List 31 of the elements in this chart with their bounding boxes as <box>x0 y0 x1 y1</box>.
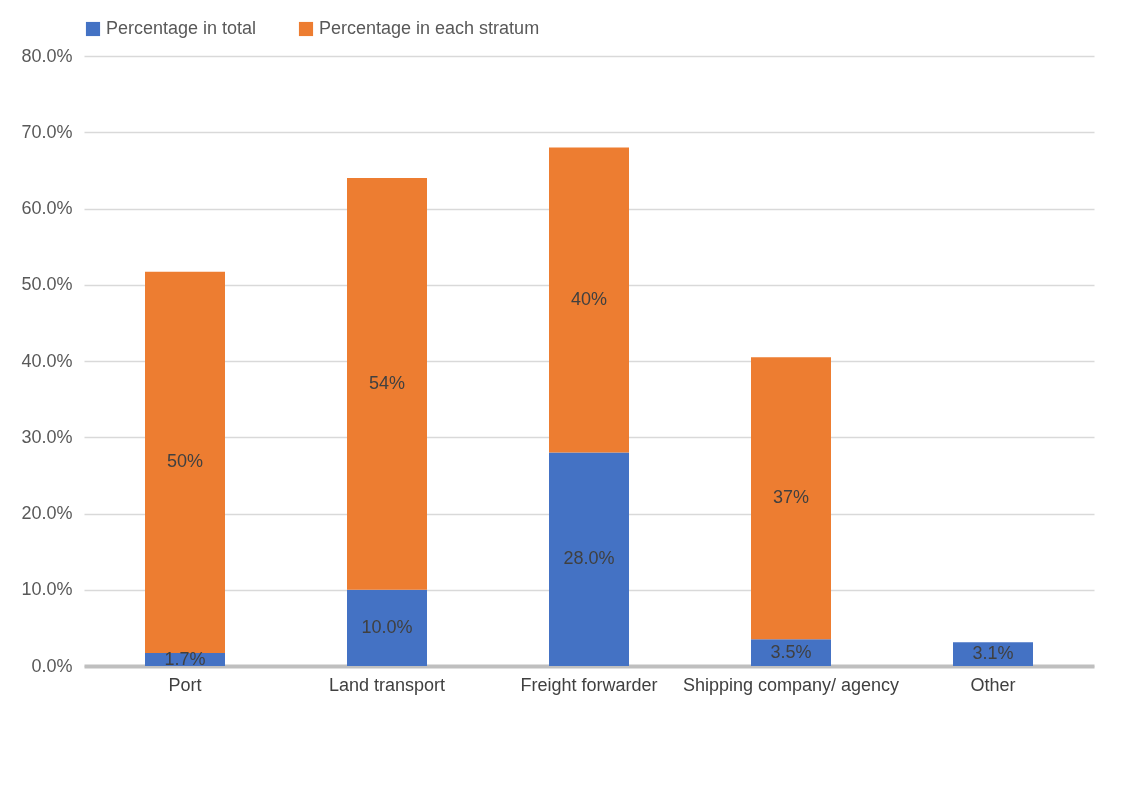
y-tick-label: 40.0% <box>21 350 73 371</box>
data-label: 3.1% <box>972 643 1014 664</box>
y-tick-label: 60.0% <box>21 198 73 218</box>
bar <box>145 271 225 654</box>
legend-label: Percentage in total <box>106 18 257 38</box>
data-label: 54% <box>368 372 406 393</box>
x-tick-label: Port <box>168 674 202 695</box>
x-tick-label: Freight forwarder <box>520 674 658 695</box>
bar <box>549 452 629 666</box>
bar <box>347 178 427 590</box>
y-tick-label: 10.0% <box>21 579 73 600</box>
data-label: 1.7% <box>164 648 206 669</box>
y-tick-label: 30.0% <box>21 426 73 447</box>
bar <box>347 589 427 666</box>
y-tick-label: 0.0% <box>31 655 73 676</box>
data-label: 3.5% <box>770 641 812 662</box>
y-tick-label: 80.0% <box>21 45 73 66</box>
legend-label: Percentage in each stratum <box>319 18 540 38</box>
x-tick-label: Shipping company/ agency <box>682 674 900 695</box>
x-tick-label: Land transport <box>328 674 446 695</box>
bar <box>549 147 629 453</box>
data-label: 37% <box>772 487 810 508</box>
y-tick-label: 70.0% <box>21 121 73 142</box>
data-label: 28.0% <box>563 548 615 569</box>
data-label: 10.0% <box>361 616 413 637</box>
y-tick-label: 50.0% <box>21 274 73 295</box>
data-label: 40% <box>570 289 608 309</box>
y-tick-label: 20.0% <box>21 503 73 523</box>
x-tick-label: Other <box>970 674 1016 695</box>
data-label: 50% <box>166 451 204 472</box>
bar <box>751 357 831 640</box>
